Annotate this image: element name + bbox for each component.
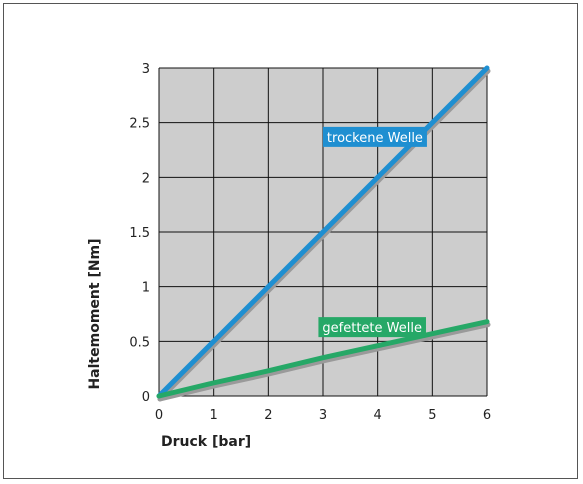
y-tick-label: 1.5 (129, 226, 150, 241)
series-label-0: trockene Welle (322, 126, 427, 147)
series-label-bg (318, 317, 426, 338)
y-axis-title: Haltemoment [Nm] (87, 238, 103, 389)
series-shadow (157, 322, 491, 402)
series-label-text: trockene Welle (327, 131, 423, 146)
x-tick-label: 5 (428, 408, 436, 423)
x-tick-label: 2 (264, 408, 272, 423)
series-line-1 (156, 319, 490, 399)
y-tick-label: 1 (142, 281, 150, 296)
x-tick-label: 3 (319, 408, 327, 423)
series-label-1: gefettete Welle (318, 317, 426, 338)
series-label-text: gefettete Welle (322, 321, 422, 336)
x-tick-label: 1 (210, 408, 218, 423)
x-tick-label: 4 (374, 408, 382, 423)
y-axis-ticks: 0 0.5 1 1.5 2 2.5 3 (129, 62, 150, 405)
y-tick-label: 0.5 (129, 335, 150, 350)
x-axis-ticks: 0 1 2 3 4 5 6 (155, 408, 491, 423)
y-tick-label: 0 (142, 390, 150, 405)
series-shadows (157, 68, 491, 402)
series-labels: trockene Welle gefettete Welle (318, 126, 427, 338)
series-label-bg (322, 126, 427, 147)
y-tick-label: 2 (142, 171, 150, 186)
y-tick-label: 2.5 (129, 117, 150, 132)
x-axis-title: Druck [bar] (161, 434, 251, 450)
x-tick-label: 0 (155, 408, 163, 423)
x-tick-label: 6 (483, 408, 491, 423)
series-line-0 (156, 65, 490, 399)
series-shadow (157, 68, 491, 402)
y-tick-label: 3 (142, 62, 150, 77)
series-lines (156, 65, 490, 399)
